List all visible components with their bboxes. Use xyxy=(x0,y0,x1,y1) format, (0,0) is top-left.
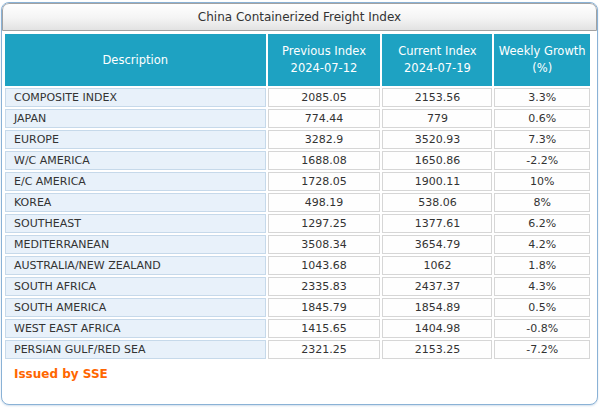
row-description: SOUTH AMERICA xyxy=(5,298,266,317)
row-current-index: 1062 xyxy=(382,256,492,275)
row-previous-index: 1728.05 xyxy=(268,172,381,191)
row-weekly-growth: 0.6% xyxy=(494,109,590,128)
row-description: E/C AMERICA xyxy=(5,172,266,191)
row-description: COMPOSITE INDEX xyxy=(5,88,266,107)
row-weekly-growth: 0.5% xyxy=(494,298,590,317)
header-row: Description Previous Index 2024-07-12 Cu… xyxy=(5,34,590,86)
table-row: PERSIAN GULF/RED SEA2321.252153.25-7.2% xyxy=(5,340,590,359)
row-previous-index: 2085.05 xyxy=(268,88,381,107)
row-current-index: 1854.89 xyxy=(382,298,492,317)
row-previous-index: 2335.83 xyxy=(268,277,381,296)
row-previous-index: 3508.34 xyxy=(268,235,381,254)
col-header-label: Current Index xyxy=(384,43,490,60)
col-header-label: Description xyxy=(7,52,264,69)
col-header-description: Description xyxy=(5,34,266,86)
row-description: AUSTRALIA/NEW ZEALAND xyxy=(5,256,266,275)
table-row: KOREA498.19538.068% xyxy=(5,193,590,212)
page-title: China Containerized Freight Index xyxy=(198,10,401,24)
row-weekly-growth: 10% xyxy=(494,172,590,191)
table-container: Description Previous Index 2024-07-12 Cu… xyxy=(2,31,597,361)
col-header-previous-index: Previous Index 2024-07-12 xyxy=(268,34,381,86)
row-previous-index: 3282.9 xyxy=(268,130,381,149)
table-row: W/C AMERICA1688.081650.86-2.2% xyxy=(5,151,590,170)
row-description: MEDITERRANEAN xyxy=(5,235,266,254)
panel-title-bar: China Containerized Freight Index xyxy=(2,3,597,31)
table-row: AUSTRALIA/NEW ZEALAND1043.6810621.8% xyxy=(5,256,590,275)
table-header: Description Previous Index 2024-07-12 Cu… xyxy=(5,34,590,86)
table-row: WEST EAST AFRICA1415.651404.98-0.8% xyxy=(5,319,590,338)
table-row: SOUTH AFRICA2335.832437.374.3% xyxy=(5,277,590,296)
freight-index-table: Description Previous Index 2024-07-12 Cu… xyxy=(3,32,592,361)
table-row: COMPOSITE INDEX2085.052153.563.3% xyxy=(5,88,590,107)
table-row: SOUTHEAST1297.251377.616.2% xyxy=(5,214,590,233)
col-header-label: Weekly Growth xyxy=(496,43,588,60)
row-description: EUROPE xyxy=(5,130,266,149)
row-description: W/C AMERICA xyxy=(5,151,266,170)
row-weekly-growth: -0.8% xyxy=(494,319,590,338)
col-header-current-index: Current Index 2024-07-19 xyxy=(382,34,492,86)
row-weekly-growth: 7.3% xyxy=(494,130,590,149)
col-header-label: Previous Index xyxy=(270,43,379,60)
row-weekly-growth: 4.3% xyxy=(494,277,590,296)
row-weekly-growth: -7.2% xyxy=(494,340,590,359)
page: { "title": "China Containerized Freight … xyxy=(0,0,600,409)
row-weekly-growth: 8% xyxy=(494,193,590,212)
table-row: EUROPE3282.93520.937.3% xyxy=(5,130,590,149)
col-header-sublabel: 2024-07-19 xyxy=(384,60,490,77)
row-current-index: 1900.11 xyxy=(382,172,492,191)
row-previous-index: 1845.79 xyxy=(268,298,381,317)
row-weekly-growth: 3.3% xyxy=(494,88,590,107)
row-description: KOREA xyxy=(5,193,266,212)
row-current-index: 1377.61 xyxy=(382,214,492,233)
row-current-index: 2437.37 xyxy=(382,277,492,296)
row-description: WEST EAST AFRICA xyxy=(5,319,266,338)
row-current-index: 2153.56 xyxy=(382,88,492,107)
row-description: SOUTH AFRICA xyxy=(5,277,266,296)
row-current-index: 1650.86 xyxy=(382,151,492,170)
row-current-index: 779 xyxy=(382,109,492,128)
row-current-index: 538.06 xyxy=(382,193,492,212)
col-header-weekly-growth: Weekly Growth (%) xyxy=(494,34,590,86)
row-previous-index: 2321.25 xyxy=(268,340,381,359)
row-previous-index: 774.44 xyxy=(268,109,381,128)
issuer-note: Issued by SSE xyxy=(2,361,597,387)
table-body: COMPOSITE INDEX2085.052153.563.3%JAPAN77… xyxy=(5,88,590,359)
row-current-index: 3520.93 xyxy=(382,130,492,149)
row-weekly-growth: 4.2% xyxy=(494,235,590,254)
row-previous-index: 1415.65 xyxy=(268,319,381,338)
row-description: JAPAN xyxy=(5,109,266,128)
row-current-index: 2153.25 xyxy=(382,340,492,359)
table-row: SOUTH AMERICA1845.791854.890.5% xyxy=(5,298,590,317)
table-row: MEDITERRANEAN3508.343654.794.2% xyxy=(5,235,590,254)
table-row: JAPAN774.447790.6% xyxy=(5,109,590,128)
row-description: SOUTHEAST xyxy=(5,214,266,233)
row-weekly-growth: 6.2% xyxy=(494,214,590,233)
row-previous-index: 1297.25 xyxy=(268,214,381,233)
table-row: E/C AMERICA1728.051900.1110% xyxy=(5,172,590,191)
row-previous-index: 1688.08 xyxy=(268,151,381,170)
col-header-sublabel: (%) xyxy=(496,60,588,77)
row-weekly-growth: 1.8% xyxy=(494,256,590,275)
row-weekly-growth: -2.2% xyxy=(494,151,590,170)
row-current-index: 3654.79 xyxy=(382,235,492,254)
row-description: PERSIAN GULF/RED SEA xyxy=(5,340,266,359)
row-previous-index: 498.19 xyxy=(268,193,381,212)
freight-index-panel: China Containerized Freight Index Descri… xyxy=(1,2,598,405)
row-current-index: 1404.98 xyxy=(382,319,492,338)
row-previous-index: 1043.68 xyxy=(268,256,381,275)
col-header-sublabel: 2024-07-12 xyxy=(270,60,379,77)
